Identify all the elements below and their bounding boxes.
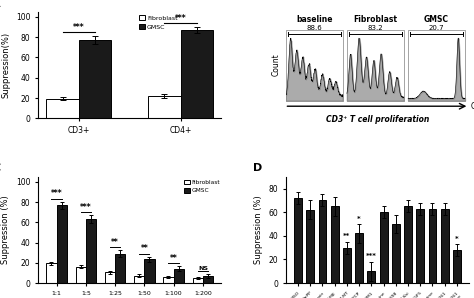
- Text: ***: ***: [366, 254, 377, 260]
- Bar: [416, 209, 424, 283]
- Text: *: *: [455, 236, 459, 242]
- Bar: [79, 40, 111, 118]
- Bar: [319, 200, 327, 283]
- Y-axis label: Suppression (%): Suppression (%): [254, 195, 263, 264]
- Bar: [181, 30, 213, 118]
- Text: ***: ***: [80, 203, 91, 212]
- Bar: [115, 254, 125, 283]
- Bar: [192, 278, 203, 283]
- Bar: [367, 271, 375, 283]
- Text: CFSE: CFSE: [471, 102, 474, 111]
- Bar: [404, 206, 412, 283]
- Text: 20.7: 20.7: [428, 25, 444, 31]
- Text: 83.2: 83.2: [367, 25, 383, 31]
- Text: ***: ***: [175, 13, 186, 23]
- Text: **: **: [343, 233, 351, 239]
- Text: **: **: [170, 254, 177, 263]
- Text: Count: Count: [272, 54, 281, 77]
- Text: baseline: baseline: [296, 15, 332, 24]
- Text: GMSC: GMSC: [424, 15, 449, 24]
- Bar: [380, 212, 388, 283]
- Bar: [164, 277, 173, 283]
- Bar: [203, 276, 213, 283]
- Bar: [56, 205, 67, 283]
- Text: CD3⁺ T cell proliferation: CD3⁺ T cell proliferation: [326, 115, 429, 124]
- Bar: [86, 219, 96, 283]
- Text: ***: ***: [73, 23, 85, 32]
- Bar: [343, 248, 351, 283]
- Text: **: **: [111, 238, 119, 247]
- Text: ***: ***: [51, 189, 62, 198]
- Bar: [294, 198, 302, 283]
- Bar: [453, 250, 461, 283]
- Legend: Fibroblast, GMSC: Fibroblast, GMSC: [137, 13, 180, 32]
- Bar: [173, 269, 184, 283]
- Y-axis label: Suppression(%): Suppression(%): [1, 32, 10, 98]
- Bar: [148, 96, 181, 118]
- Bar: [46, 99, 79, 118]
- Bar: [306, 210, 314, 283]
- Text: Fibroblast: Fibroblast: [353, 15, 397, 24]
- Bar: [105, 272, 115, 283]
- Bar: [441, 209, 449, 283]
- Y-axis label: Suppression (%): Suppression (%): [1, 195, 10, 264]
- Text: 88.6: 88.6: [306, 25, 322, 31]
- Bar: [331, 206, 339, 283]
- Bar: [428, 209, 437, 283]
- Bar: [392, 224, 400, 283]
- Bar: [355, 233, 363, 283]
- Text: *: *: [357, 216, 361, 222]
- Bar: [144, 259, 155, 283]
- Bar: [134, 276, 144, 283]
- Legend: Fibroblast, GMSC: Fibroblast, GMSC: [182, 178, 222, 196]
- Bar: [75, 267, 86, 283]
- Text: D: D: [253, 163, 262, 173]
- Text: **: **: [140, 244, 148, 253]
- Text: NS: NS: [198, 266, 208, 271]
- Bar: [46, 263, 56, 283]
